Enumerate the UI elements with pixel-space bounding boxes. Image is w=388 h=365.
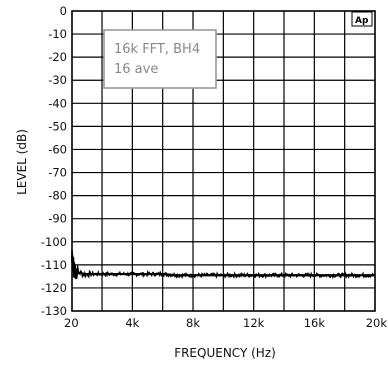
x-tick-label: 20 xyxy=(64,316,79,330)
y-tick-label: -80 xyxy=(48,189,67,203)
y-tick-label: -90 xyxy=(48,212,67,226)
x-tick-label: 16k xyxy=(304,316,326,330)
chart-grid xyxy=(72,11,375,311)
y-tick-label: -10 xyxy=(48,27,67,41)
y-tick-label: -70 xyxy=(48,166,67,180)
ap-logo: Ap xyxy=(351,11,373,27)
y-tick-label: -40 xyxy=(48,96,67,110)
y-tick-label: -30 xyxy=(48,73,67,87)
y-tick-labels: 0 -10 -20 -30 -40 -50 -60 -70 -80 -90 -100 -110 -120… xyxy=(41,4,67,318)
y-tick-label: -20 xyxy=(48,50,67,64)
x-tick-labels: 20 4k 8k 12k 16k 20k xyxy=(64,316,387,330)
ap-logo-text: Ap xyxy=(355,16,369,26)
y-tick-label: -130 xyxy=(41,304,67,318)
y-axis-title: LEVEL (dB) xyxy=(15,129,29,195)
y-tick-label: -60 xyxy=(48,142,67,156)
annotation-line-1: 16k FFT, BH4 xyxy=(114,42,200,57)
y-tick-label: -110 xyxy=(41,258,67,272)
x-tick-label: 4k xyxy=(125,316,139,330)
series-noise-trace xyxy=(71,255,376,280)
y-tick-label: -100 xyxy=(41,235,67,249)
annotation-line-2: 16 ave xyxy=(114,62,158,77)
plot-frame xyxy=(71,10,376,312)
y-tick-label: -50 xyxy=(48,119,67,133)
series-low-freq-spike xyxy=(71,249,79,280)
series-layer xyxy=(70,249,376,280)
x-tick-label: 12k xyxy=(243,316,265,330)
annotation-box: 16k FFT, BH4 16 ave xyxy=(103,29,217,89)
x-tick-label: 20k xyxy=(366,316,388,330)
y-tick-label: 0 xyxy=(60,4,67,18)
x-tick-label: 8k xyxy=(186,316,200,330)
x-axis-title: FREQUENCY (Hz) xyxy=(174,346,276,360)
y-tick-label: -120 xyxy=(41,281,67,295)
